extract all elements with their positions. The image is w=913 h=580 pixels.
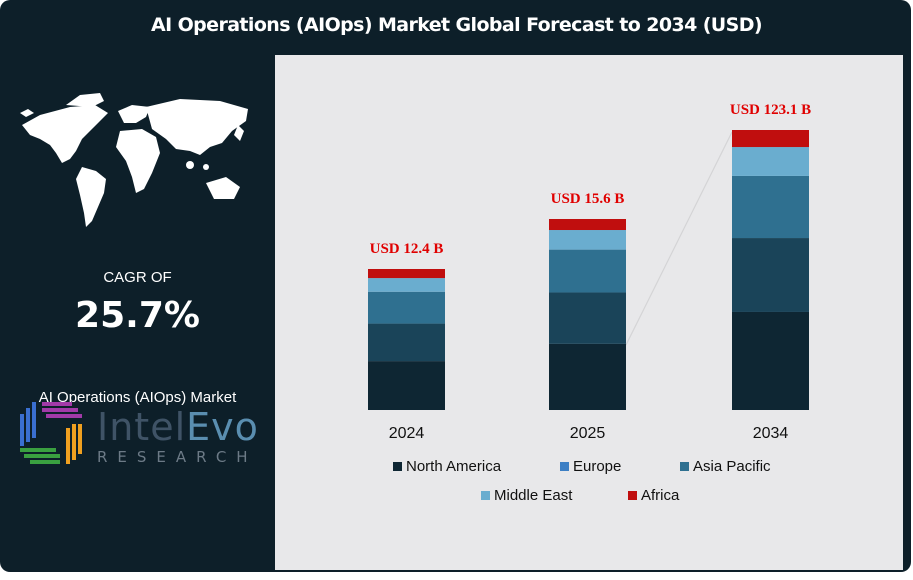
legend-swatch <box>393 462 402 471</box>
cagr-value: 25.7% <box>75 295 200 336</box>
bar-segment-north-america <box>549 343 626 410</box>
bar-segment-africa <box>732 130 809 148</box>
logo-wordmark: IntelEvo <box>97 405 259 449</box>
left-panel: CAGR OF 25.7% AI Operations (AIOps) Mark… <box>0 55 275 570</box>
total-label: USD 123.1 B <box>730 102 811 118</box>
legend-item-europe: Europe <box>560 458 621 475</box>
bar-segment-europe <box>368 323 445 362</box>
bar-segment-north-america <box>732 311 809 410</box>
legend-item-north-america: North America <box>393 458 501 475</box>
legend-item-middle-east: Middle East <box>481 487 572 504</box>
legend-swatch <box>628 491 637 500</box>
cagr-label: CAGR OF <box>103 269 172 286</box>
world-map-icon <box>20 93 248 227</box>
bar-segment-asia-pacific <box>549 249 626 293</box>
trend-connector-line <box>625 131 733 346</box>
x-tick-label: 2025 <box>570 425 606 442</box>
legend-swatch <box>680 462 689 471</box>
bar-segment-africa <box>549 219 626 231</box>
bar-segment-north-america <box>368 361 445 410</box>
intelevo-logo-icon <box>20 402 82 464</box>
logo-subtitle: RESEARCH <box>97 448 258 466</box>
bar-segment-asia-pacific <box>368 291 445 324</box>
total-label: USD 15.6 B <box>551 191 625 207</box>
bar-segment-middle-east <box>368 278 445 292</box>
x-tick-label: 2034 <box>753 425 789 442</box>
bar-segment-africa <box>368 269 445 279</box>
bar-segment-europe <box>732 238 809 312</box>
chart-title: AI Operations (AIOps) Market Global Fore… <box>151 14 763 36</box>
bar-segment-europe <box>549 292 626 344</box>
market-label: AI Operations (AIOps) Market <box>38 389 237 406</box>
x-tick-label: 2024 <box>389 425 425 442</box>
bar-segment-middle-east <box>732 147 809 176</box>
legend-item-asia-pacific: Asia Pacific <box>680 458 771 475</box>
bar-segment-asia-pacific <box>732 175 809 239</box>
total-label: USD 12.4 B <box>370 241 444 257</box>
legend-swatch <box>560 462 569 471</box>
legend-item-africa: Africa <box>628 487 679 504</box>
bar-segment-middle-east <box>549 230 626 250</box>
legend-swatch <box>481 491 490 500</box>
